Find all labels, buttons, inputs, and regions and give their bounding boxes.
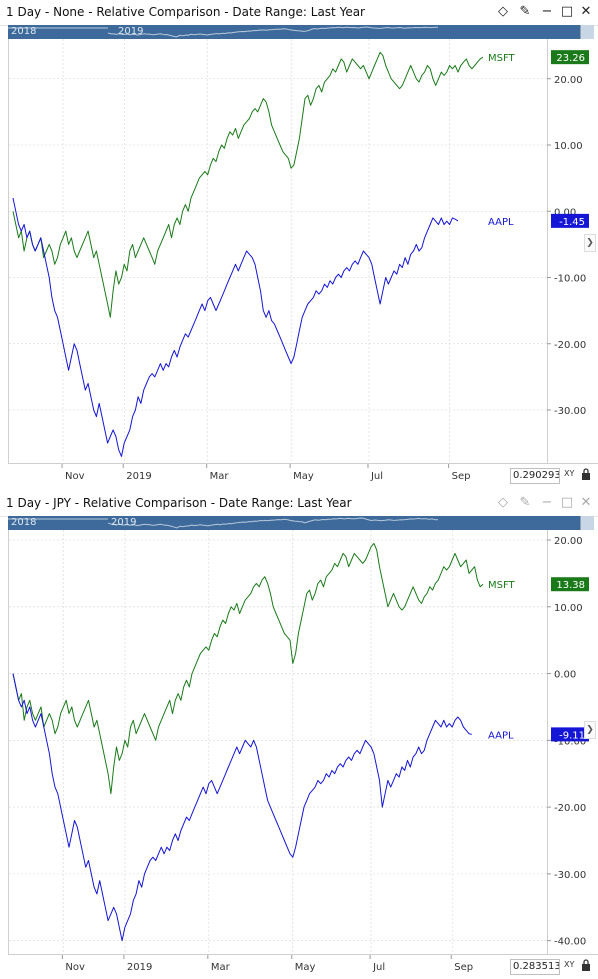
pin-icon[interactable]: ✎ [519, 4, 531, 19]
y-tick-label: 10.00 [554, 141, 583, 152]
y-axis: 20.00 10.00 0.00 -10.00 -20.00 -30.00 -40.00 13… [547, 530, 598, 954]
lock-icon[interactable] [581, 959, 591, 971]
series-line-aapl [12, 197, 459, 457]
y-tick-label: -10.00 [554, 274, 586, 285]
pin-icon[interactable]: ✎ [519, 495, 531, 510]
panel-titlebar: 1 Day - JPY - Relative Comparison - Date… [0, 491, 598, 517]
x-readout: 0.2835133 [510, 959, 560, 975]
y-axis-labels: 20.00 10.00 0.00 -10.00 -20.00 -30.00 23.26 -1.… [547, 50, 589, 417]
date-navigator[interactable]: 2018 2019 [8, 25, 594, 39]
last-value-tag [551, 577, 589, 592]
series-line-msft [12, 542, 484, 795]
x-tick-label: Jul [370, 471, 383, 482]
maximize-icon[interactable]: □ [560, 4, 574, 19]
y-tick-label: -20.00 [554, 340, 586, 351]
last-value-label: 13.38 [556, 580, 585, 591]
y-tick-label: -30.00 [554, 406, 586, 417]
chart-panel: 1 Day - None - Relative Comparison - Dat… [0, 0, 598, 488]
date-navigator[interactable]: 2018 2019 [8, 516, 594, 530]
close-icon[interactable]: ✕ [580, 495, 592, 510]
y-tick-label: -30.00 [554, 870, 586, 881]
x-tick-label: Mar [210, 471, 230, 482]
y-tick-label: -10.00 [554, 736, 586, 747]
plot-area[interactable]: MSFT AAPL [8, 530, 548, 954]
last-value-tag [551, 50, 589, 65]
y-tick-label: 20.00 [554, 75, 583, 86]
y-axis-labels: 20.00 10.00 0.00 -10.00 -20.00 -30.00 -40.00 13… [547, 536, 589, 948]
scroll-right-icon[interactable]: ❯ [584, 721, 596, 739]
x-axis-labels: Nov 2019 Mar May Jul Sep [61, 955, 473, 973]
x-axis-bar: Nov 2019 Mar May Jul Sep 0.2902939 XY [8, 463, 598, 484]
x-tick-label: 2019 [127, 962, 152, 973]
x-tick-label: Jul [372, 962, 385, 973]
xy-toggle-button[interactable]: XY [564, 960, 575, 969]
panel-title: 1 Day - JPY - Relative Comparison - Date… [6, 496, 352, 510]
y-axis: 20.00 10.00 0.00 -10.00 -20.00 -30.00 23.26 -1.… [547, 39, 598, 463]
navigator-handle[interactable] [580, 25, 594, 39]
navigator-label: 2019 [118, 26, 144, 37]
x-tick-label: May [293, 471, 314, 482]
diamond-icon[interactable]: ◇ [498, 4, 508, 19]
last-value-label: -1.45 [559, 217, 585, 228]
x-tick-label: Sep [454, 962, 473, 973]
y-tick-label: 0.00 [554, 207, 576, 218]
maximize-icon[interactable]: □ [560, 495, 574, 510]
chart-plot: MSFT AAPL [9, 39, 547, 463]
last-value-tag [551, 213, 589, 228]
last-value-tag [551, 727, 589, 742]
navigator-series [107, 26, 439, 38]
lock-icon[interactable] [581, 468, 591, 480]
scroll-right-icon[interactable]: ❯ [584, 234, 596, 252]
x-readout: 0.2902939 [510, 468, 560, 484]
y-tick-label: 0.00 [554, 670, 576, 681]
series-label-msft: MSFT [488, 580, 516, 591]
series-line-msft [12, 51, 484, 318]
chart-plot: MSFT AAPL [9, 530, 547, 954]
series-label-aapl: AAPL [488, 730, 514, 741]
chart-panel: 1 Day - JPY - Relative Comparison - Date… [0, 491, 598, 979]
y-tick-label: 10.00 [554, 603, 583, 614]
panel-titlebar: 1 Day - None - Relative Comparison - Dat… [0, 0, 598, 26]
plot-area[interactable]: MSFT AAPL [8, 39, 548, 463]
series-label-aapl: AAPL [488, 217, 514, 228]
navigator-label: 2018 [11, 517, 37, 528]
navigator-sparkline [8, 517, 439, 529]
y-tick-label: -40.00 [554, 937, 586, 948]
navigator-label: 2019 [111, 517, 137, 528]
series-label-msft: MSFT [488, 53, 516, 64]
y-tick-label: -20.00 [554, 803, 586, 814]
navigator-label: 2018 [11, 26, 37, 37]
navigator-handle[interactable] [580, 516, 594, 530]
series-line-aapl [12, 673, 472, 942]
last-value-label: 23.26 [556, 53, 585, 64]
close-icon[interactable]: ✕ [580, 4, 592, 19]
x-tick-label: 2019 [126, 471, 151, 482]
navigator-series [107, 517, 439, 529]
x-tick-label: Nov [65, 962, 85, 973]
x-axis-labels: Nov 2019 Mar May Jul Sep [61, 464, 471, 482]
last-value-label: -9.11 [559, 730, 585, 741]
x-tick-label: Sep [452, 471, 471, 482]
x-tick-label: Mar [211, 962, 231, 973]
x-axis-bar: Nov 2019 Mar May Jul Sep 0.2835133 XY [8, 954, 598, 975]
y-tick-label: 20.00 [554, 536, 583, 547]
panel-title: 1 Day - None - Relative Comparison - Dat… [6, 5, 365, 19]
navigator-sparkline [8, 26, 439, 38]
minimize-icon[interactable]: − [541, 495, 553, 510]
minimize-icon[interactable]: − [541, 4, 553, 19]
diamond-icon[interactable]: ◇ [498, 495, 508, 510]
xy-toggle-button[interactable]: XY [564, 469, 575, 478]
x-tick-label: May [295, 962, 316, 973]
x-tick-label: Nov [65, 471, 85, 482]
